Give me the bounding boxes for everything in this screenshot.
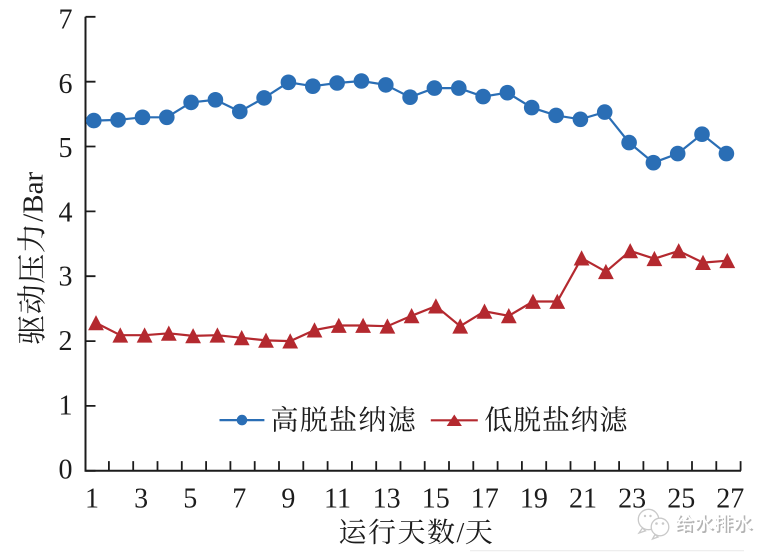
svg-text:/Bar: /Bar <box>17 172 49 222</box>
svg-text:6: 6 <box>59 69 73 100</box>
svg-text:13: 13 <box>373 484 401 515</box>
svg-text:11: 11 <box>324 484 351 515</box>
svg-text:23: 23 <box>618 484 646 515</box>
svg-text:27: 27 <box>716 484 744 515</box>
svg-text:3: 3 <box>59 262 73 293</box>
svg-text:5: 5 <box>183 484 197 515</box>
svg-text:1: 1 <box>85 484 99 515</box>
svg-text:4: 4 <box>59 197 73 228</box>
svg-text:7: 7 <box>59 5 73 36</box>
svg-text:9: 9 <box>281 484 295 515</box>
svg-text:17: 17 <box>471 484 499 515</box>
svg-text:7: 7 <box>232 484 246 515</box>
svg-text:25: 25 <box>667 484 695 515</box>
svg-text:15: 15 <box>422 484 450 515</box>
svg-text:5: 5 <box>59 133 73 164</box>
svg-text:1: 1 <box>59 390 73 421</box>
svg-text:2: 2 <box>59 326 73 357</box>
svg-text:19: 19 <box>520 484 548 515</box>
svg-text:3: 3 <box>134 484 148 515</box>
svg-text:/: / <box>457 518 465 549</box>
svg-text:21: 21 <box>569 484 597 515</box>
svg-text:0: 0 <box>59 455 73 486</box>
